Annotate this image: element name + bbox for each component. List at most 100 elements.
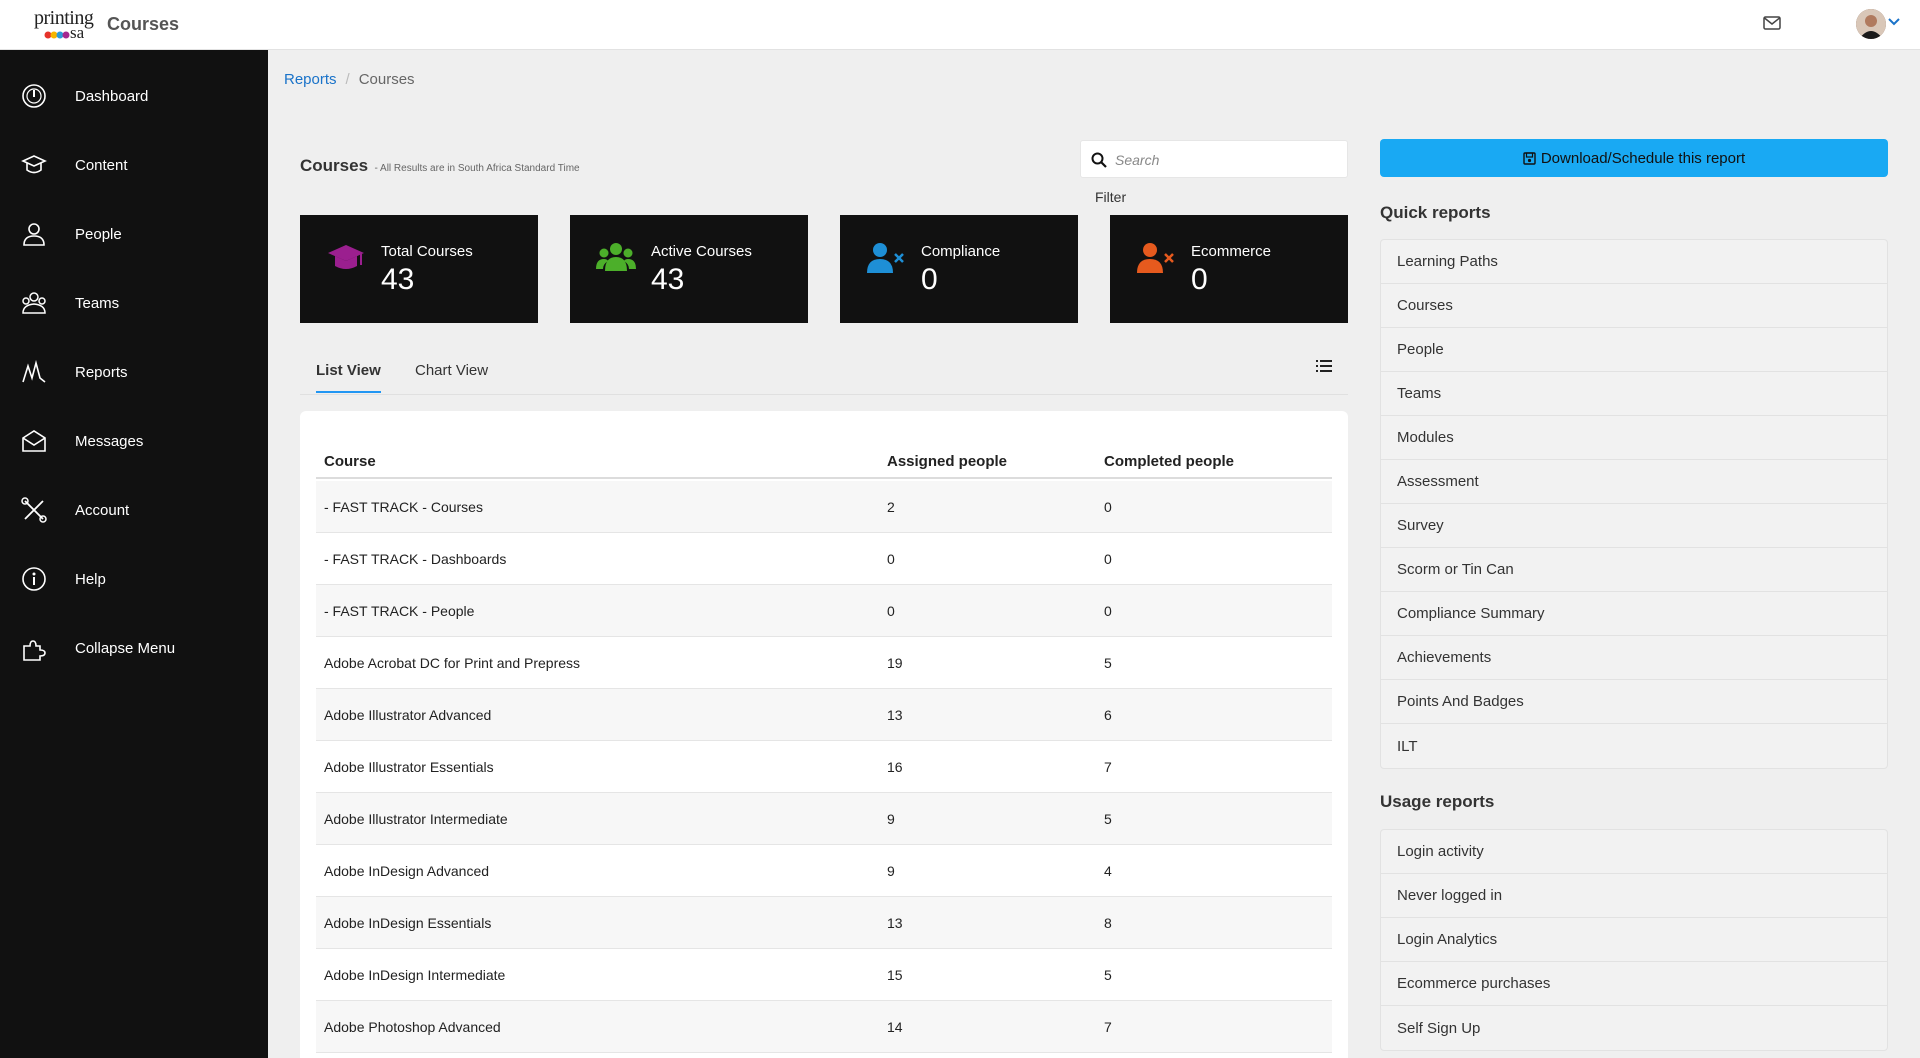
usage-report-ecommerce-purchases[interactable]: Ecommerce purchases [1381,962,1887,1006]
tools-icon [21,497,47,523]
sidebar-item-messages[interactable]: Messages [0,413,268,469]
cell-assigned: 2 [887,499,895,515]
logo-dots-icon [44,31,70,39]
sidebar-item-reports[interactable]: Reports [0,344,268,400]
quick-report-modules[interactable]: Modules [1381,416,1887,460]
printing-sa-logo[interactable]: printing sa [34,8,100,42]
table-row[interactable]: Adobe InDesign Intermediate 15 5 [316,949,1332,1001]
sidebar-item-label: Help [75,570,106,588]
table-row[interactable]: Adobe Illustrator Essentials 16 7 [316,741,1332,793]
sidebar-item-label: Collapse Menu [75,639,176,657]
puzzle-icon [23,640,46,661]
filter-button[interactable]: Filter [1095,189,1127,205]
quick-report-achievements[interactable]: Achievements [1381,636,1887,680]
view-tabs: List View Chart View [300,350,1348,395]
stat-card-ecommerce: Ecommerce 0 [1110,215,1348,323]
graduation-cap-icon [328,245,364,269]
cell-completed: 7 [1104,759,1112,775]
table-row[interactable]: Adobe Photoshop Advanced 14 7 [316,1001,1332,1053]
cell-completed: 0 [1104,551,1112,567]
search-input[interactable] [1115,149,1335,171]
teams-icon [22,292,46,314]
avatar-image [1856,9,1886,39]
sidebar-item-collapse-menu[interactable]: Collapse Menu [0,620,268,676]
sidebar: Dashboard Content People Teams Reports M… [0,50,268,1058]
stat-card-title: Active Courses [651,243,752,260]
chevron-down-icon[interactable] [1886,14,1902,30]
cell-course: - FAST TRACK - People [324,603,475,619]
sidebar-item-label: Messages [75,432,144,450]
quick-report-assessment[interactable]: Assessment [1381,460,1887,504]
table-row[interactable]: Adobe Acrobat DC for Print and Prepress 1… [316,637,1332,689]
sidebar-item-label: Content [75,156,128,174]
cell-course: Adobe InDesign Advanced [324,863,490,879]
cell-completed: 6 [1104,707,1112,723]
download-schedule-button[interactable]: Download/Schedule this report [1380,139,1888,177]
quick-report-compliance-summary[interactable]: Compliance Summary [1381,592,1887,636]
table-row[interactable]: Adobe InDesign Advanced 9 4 [316,845,1332,897]
tab-chart-view[interactable]: Chart View [415,362,489,379]
column-header-course[interactable]: Course [324,453,376,470]
envelope-icon [22,430,46,452]
sidebar-item-label: Dashboard [75,87,149,105]
table-row[interactable]: Adobe Illustrator Intermediate 9 5 [316,793,1332,845]
page-title: Courses [300,156,369,175]
quick-report-ilt[interactable]: ILT [1397,737,1418,755]
list-icon[interactable] [1316,359,1332,373]
quick-reports-list: Learning Paths Courses People Teams Modu… [1380,239,1888,769]
cell-assigned: 0 [887,603,895,619]
stat-card-value: 0 [1191,263,1208,296]
quick-report-points-badges[interactable]: Points And Badges [1381,680,1887,724]
stat-card-title: Total Courses [381,243,473,260]
quick-report-scorm[interactable]: Scorm or Tin Can [1381,548,1887,592]
usage-report-never-logged-in[interactable]: Never logged in [1381,874,1887,918]
cell-course: Adobe Illustrator Essentials [324,759,494,775]
table-row[interactable]: - FAST TRACK - Courses 2 0 [316,481,1332,533]
quick-report-people[interactable]: People [1381,328,1887,372]
cell-course: Adobe InDesign Intermediate [324,967,506,983]
usage-report-self-sign-up[interactable]: Self Sign Up [1397,1019,1481,1037]
cell-assigned: 13 [887,915,903,931]
table-row[interactable]: - FAST TRACK - People 0 0 [316,585,1332,637]
sidebar-item-dashboard[interactable]: Dashboard [0,68,268,124]
tab-list-view[interactable]: List View [316,362,381,393]
info-icon [22,567,46,591]
cell-assigned: 13 [887,707,903,723]
cell-course: Adobe Illustrator Advanced [324,707,492,723]
quick-reports-title: Quick reports [1380,203,1491,222]
breadcrumb-reports-link[interactable]: Reports [284,71,337,88]
sidebar-item-label: Teams [75,294,120,312]
sidebar-item-help[interactable]: Help [0,551,268,607]
sidebar-item-teams[interactable]: Teams [0,275,268,331]
column-header-completed[interactable]: Completed people [1104,453,1235,470]
sidebar-item-label: People [75,225,122,243]
quick-report-courses[interactable]: Courses [1381,284,1887,328]
cell-course: - FAST TRACK - Courses [324,499,483,515]
stat-card-value: 43 [381,263,415,296]
cell-completed: 5 [1104,967,1112,983]
sidebar-item-account[interactable]: Account [0,482,268,538]
table-row[interactable]: - FAST TRACK - Dashboards 0 0 [316,533,1332,585]
sidebar-item-content[interactable]: Content [0,137,268,193]
sidebar-item-label: Reports [75,363,128,381]
quick-report-survey[interactable]: Survey [1381,504,1887,548]
sidebar-item-people[interactable]: People [0,206,268,262]
table-header: Course Assigned people Completed people [316,441,1332,479]
cell-course: - FAST TRACK - Dashboards [324,551,507,567]
table-row[interactable]: Adobe InDesign Essentials 13 8 [316,897,1332,949]
top-bar: printing sa Courses [0,0,1920,50]
quick-report-learning-paths[interactable]: Learning Paths [1381,240,1887,284]
mail-icon[interactable] [1763,15,1781,31]
usage-report-login-activity[interactable]: Login activity [1381,830,1887,874]
breadcrumb: Reports / Courses [284,71,415,88]
stat-card-active-courses: Active Courses 43 [570,215,808,323]
quick-report-teams[interactable]: Teams [1381,372,1887,416]
cell-completed: 0 [1104,603,1112,619]
table-row[interactable]: Adobe Illustrator Advanced 13 6 [316,689,1332,741]
dashboard-icon [22,84,46,108]
column-header-assigned[interactable]: Assigned people [887,453,1008,470]
sidebar-item-label: Account [75,501,130,519]
usage-report-login-analytics[interactable]: Login Analytics [1381,918,1887,962]
user-avatar[interactable] [1856,9,1886,39]
search-box [1080,140,1348,178]
